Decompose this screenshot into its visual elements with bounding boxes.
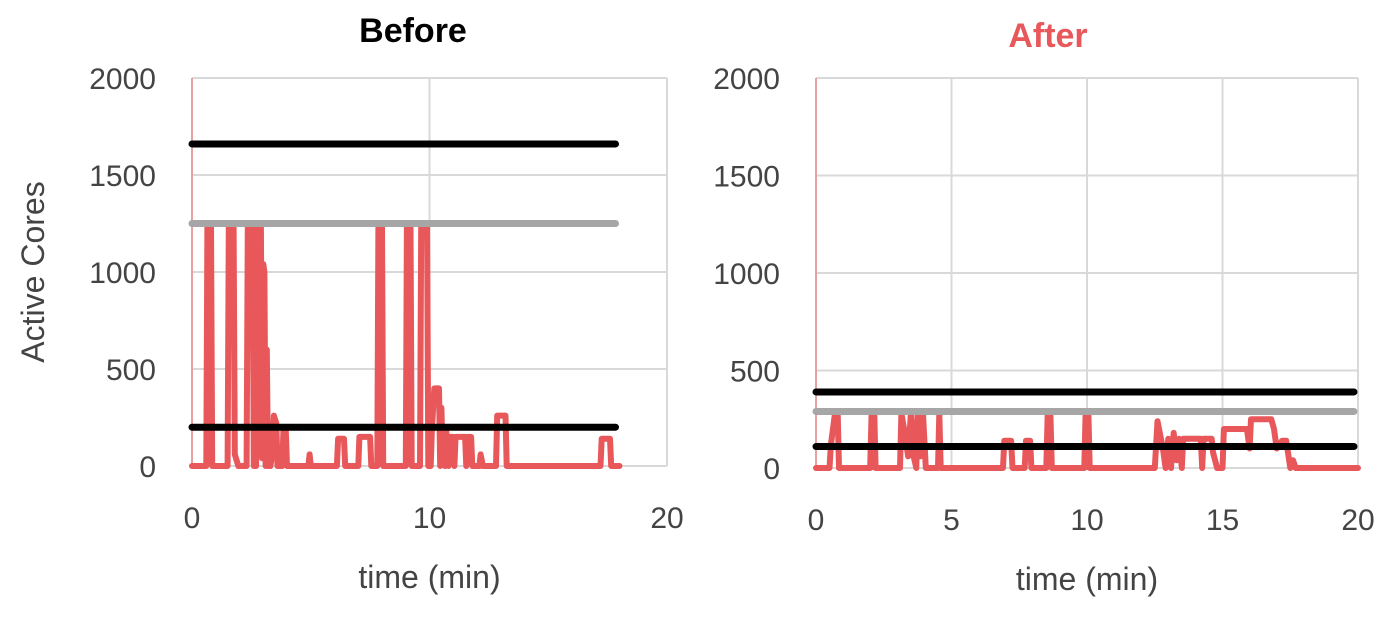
x-tick-label: 15 bbox=[1206, 504, 1239, 537]
after-panel: 0 500 1000 1500 2000 0 5 10 15 20 After time (min) bbox=[713, 17, 1374, 597]
x-axis-title: time (min) bbox=[358, 559, 500, 595]
y-tick-label: 500 bbox=[730, 356, 780, 389]
x-tick-label: 5 bbox=[943, 504, 960, 537]
x-tick-label: 0 bbox=[808, 504, 825, 537]
y-tick-label: 1000 bbox=[89, 257, 156, 290]
x-tick-label: 20 bbox=[650, 502, 683, 535]
chart-title: Before bbox=[359, 12, 467, 50]
y-tick-label: 2000 bbox=[713, 63, 780, 96]
chart-title: After bbox=[1008, 17, 1087, 55]
y-tick-label: 2000 bbox=[89, 63, 156, 96]
y-tick-label: 1500 bbox=[89, 160, 156, 193]
active-cores-series-line bbox=[189, 222, 623, 469]
y-tick-label: 0 bbox=[763, 453, 780, 486]
y-tick-label: 1500 bbox=[713, 161, 780, 194]
y-axis-title: Active Cores bbox=[15, 181, 51, 362]
x-tick-label: 0 bbox=[184, 502, 201, 535]
x-tick-label: 10 bbox=[1070, 504, 1103, 537]
x-tick-label: 10 bbox=[413, 502, 446, 535]
active-cores-series-line bbox=[813, 410, 1361, 471]
y-tick-label: 500 bbox=[106, 354, 156, 387]
x-tick-label: 20 bbox=[1341, 504, 1374, 537]
x-axis-title: time (min) bbox=[1016, 561, 1158, 597]
y-tick-label: 0 bbox=[139, 451, 156, 484]
before-panel: 0 500 1000 1500 2000 0 10 20 Before time (min) Act… bbox=[15, 12, 684, 595]
y-tick-label: 1000 bbox=[713, 258, 780, 291]
